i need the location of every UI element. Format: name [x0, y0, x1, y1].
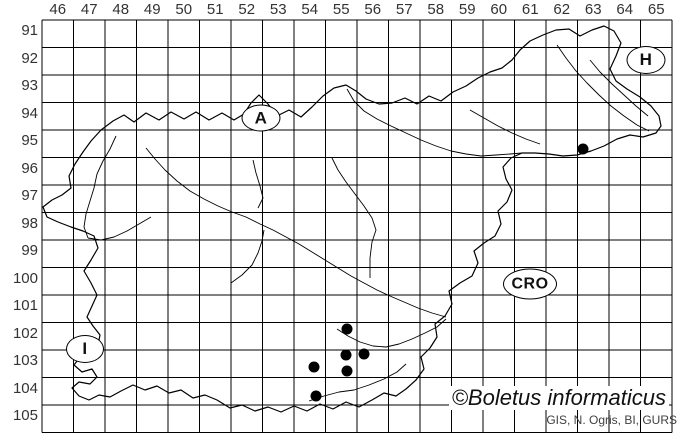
- col-label-64: 64: [616, 1, 634, 18]
- country-label-austria: A: [241, 104, 281, 132]
- river-drava: [346, 88, 523, 157]
- sources-credit-text: GIS, N. Ogris, BI, GURS: [546, 413, 677, 427]
- row-label-103: 103: [12, 352, 38, 369]
- river-mura: [556, 44, 650, 132]
- country-label-italy: I: [66, 335, 104, 363]
- col-label-52: 52: [238, 1, 256, 18]
- row-label-91: 91: [21, 22, 38, 39]
- row-label-92: 92: [21, 49, 38, 67]
- rivers: [83, 44, 650, 402]
- row-label-104: 104: [12, 379, 38, 397]
- col-label-57: 57: [395, 1, 413, 18]
- country-label-croatia: CRO: [503, 268, 557, 300]
- observation-dot: [341, 323, 353, 335]
- watermark-text: ©Boletus informaticus: [448, 386, 669, 410]
- observation-dot: [340, 349, 352, 361]
- col-label-62: 62: [553, 1, 571, 18]
- row-label-101: 101: [12, 297, 38, 314]
- col-label-60: 60: [490, 1, 508, 18]
- river-krka: [336, 318, 447, 348]
- col-label-50: 50: [175, 1, 193, 18]
- col-label-46: 46: [49, 1, 67, 18]
- river-ledava: [589, 59, 649, 117]
- col-label-58: 58: [427, 1, 445, 18]
- col-label-65: 65: [647, 1, 665, 18]
- grid-lines: [41, 19, 673, 433]
- col-label-61: 61: [521, 1, 539, 18]
- observation-dots: [308, 143, 589, 402]
- row-label-97: 97: [21, 187, 38, 204]
- col-label-49: 49: [143, 1, 161, 18]
- slovenia-border: [42, 25, 662, 413]
- river-kamniska: [252, 159, 264, 209]
- col-label-48: 48: [112, 1, 130, 18]
- river-pesnica: [469, 109, 541, 145]
- country-label-hungary: H: [626, 46, 666, 74]
- row-label-96: 96: [21, 159, 38, 177]
- col-label-56: 56: [364, 1, 382, 18]
- river-soca: [83, 135, 117, 239]
- row-label-102: 102: [12, 324, 38, 342]
- row-label-100: 100: [12, 269, 38, 287]
- row-label-95: 95: [21, 132, 38, 149]
- river-ljubljanica: [230, 229, 265, 284]
- river-kolpa: [308, 363, 407, 402]
- observation-dot: [310, 390, 322, 402]
- river-sava: [145, 147, 447, 318]
- col-label-55: 55: [332, 1, 350, 18]
- col-label-54: 54: [301, 1, 319, 18]
- river-idrijca: [87, 216, 152, 241]
- row-label-99: 99: [21, 242, 38, 259]
- col-label-51: 51: [206, 1, 224, 18]
- river-savinja: [331, 157, 377, 278]
- col-label-53: 53: [269, 1, 287, 18]
- row-label-93: 93: [21, 77, 38, 94]
- observation-dot: [358, 348, 370, 360]
- col-label-63: 63: [584, 1, 602, 18]
- observation-dot: [341, 365, 353, 377]
- row-label-98: 98: [21, 214, 38, 232]
- col-label-59: 59: [458, 1, 476, 18]
- observation-dot: [308, 361, 320, 373]
- row-label-94: 94: [21, 104, 38, 122]
- row-label-105: 105: [12, 407, 38, 424]
- observation-dot: [577, 143, 589, 155]
- col-label-47: 47: [80, 1, 98, 18]
